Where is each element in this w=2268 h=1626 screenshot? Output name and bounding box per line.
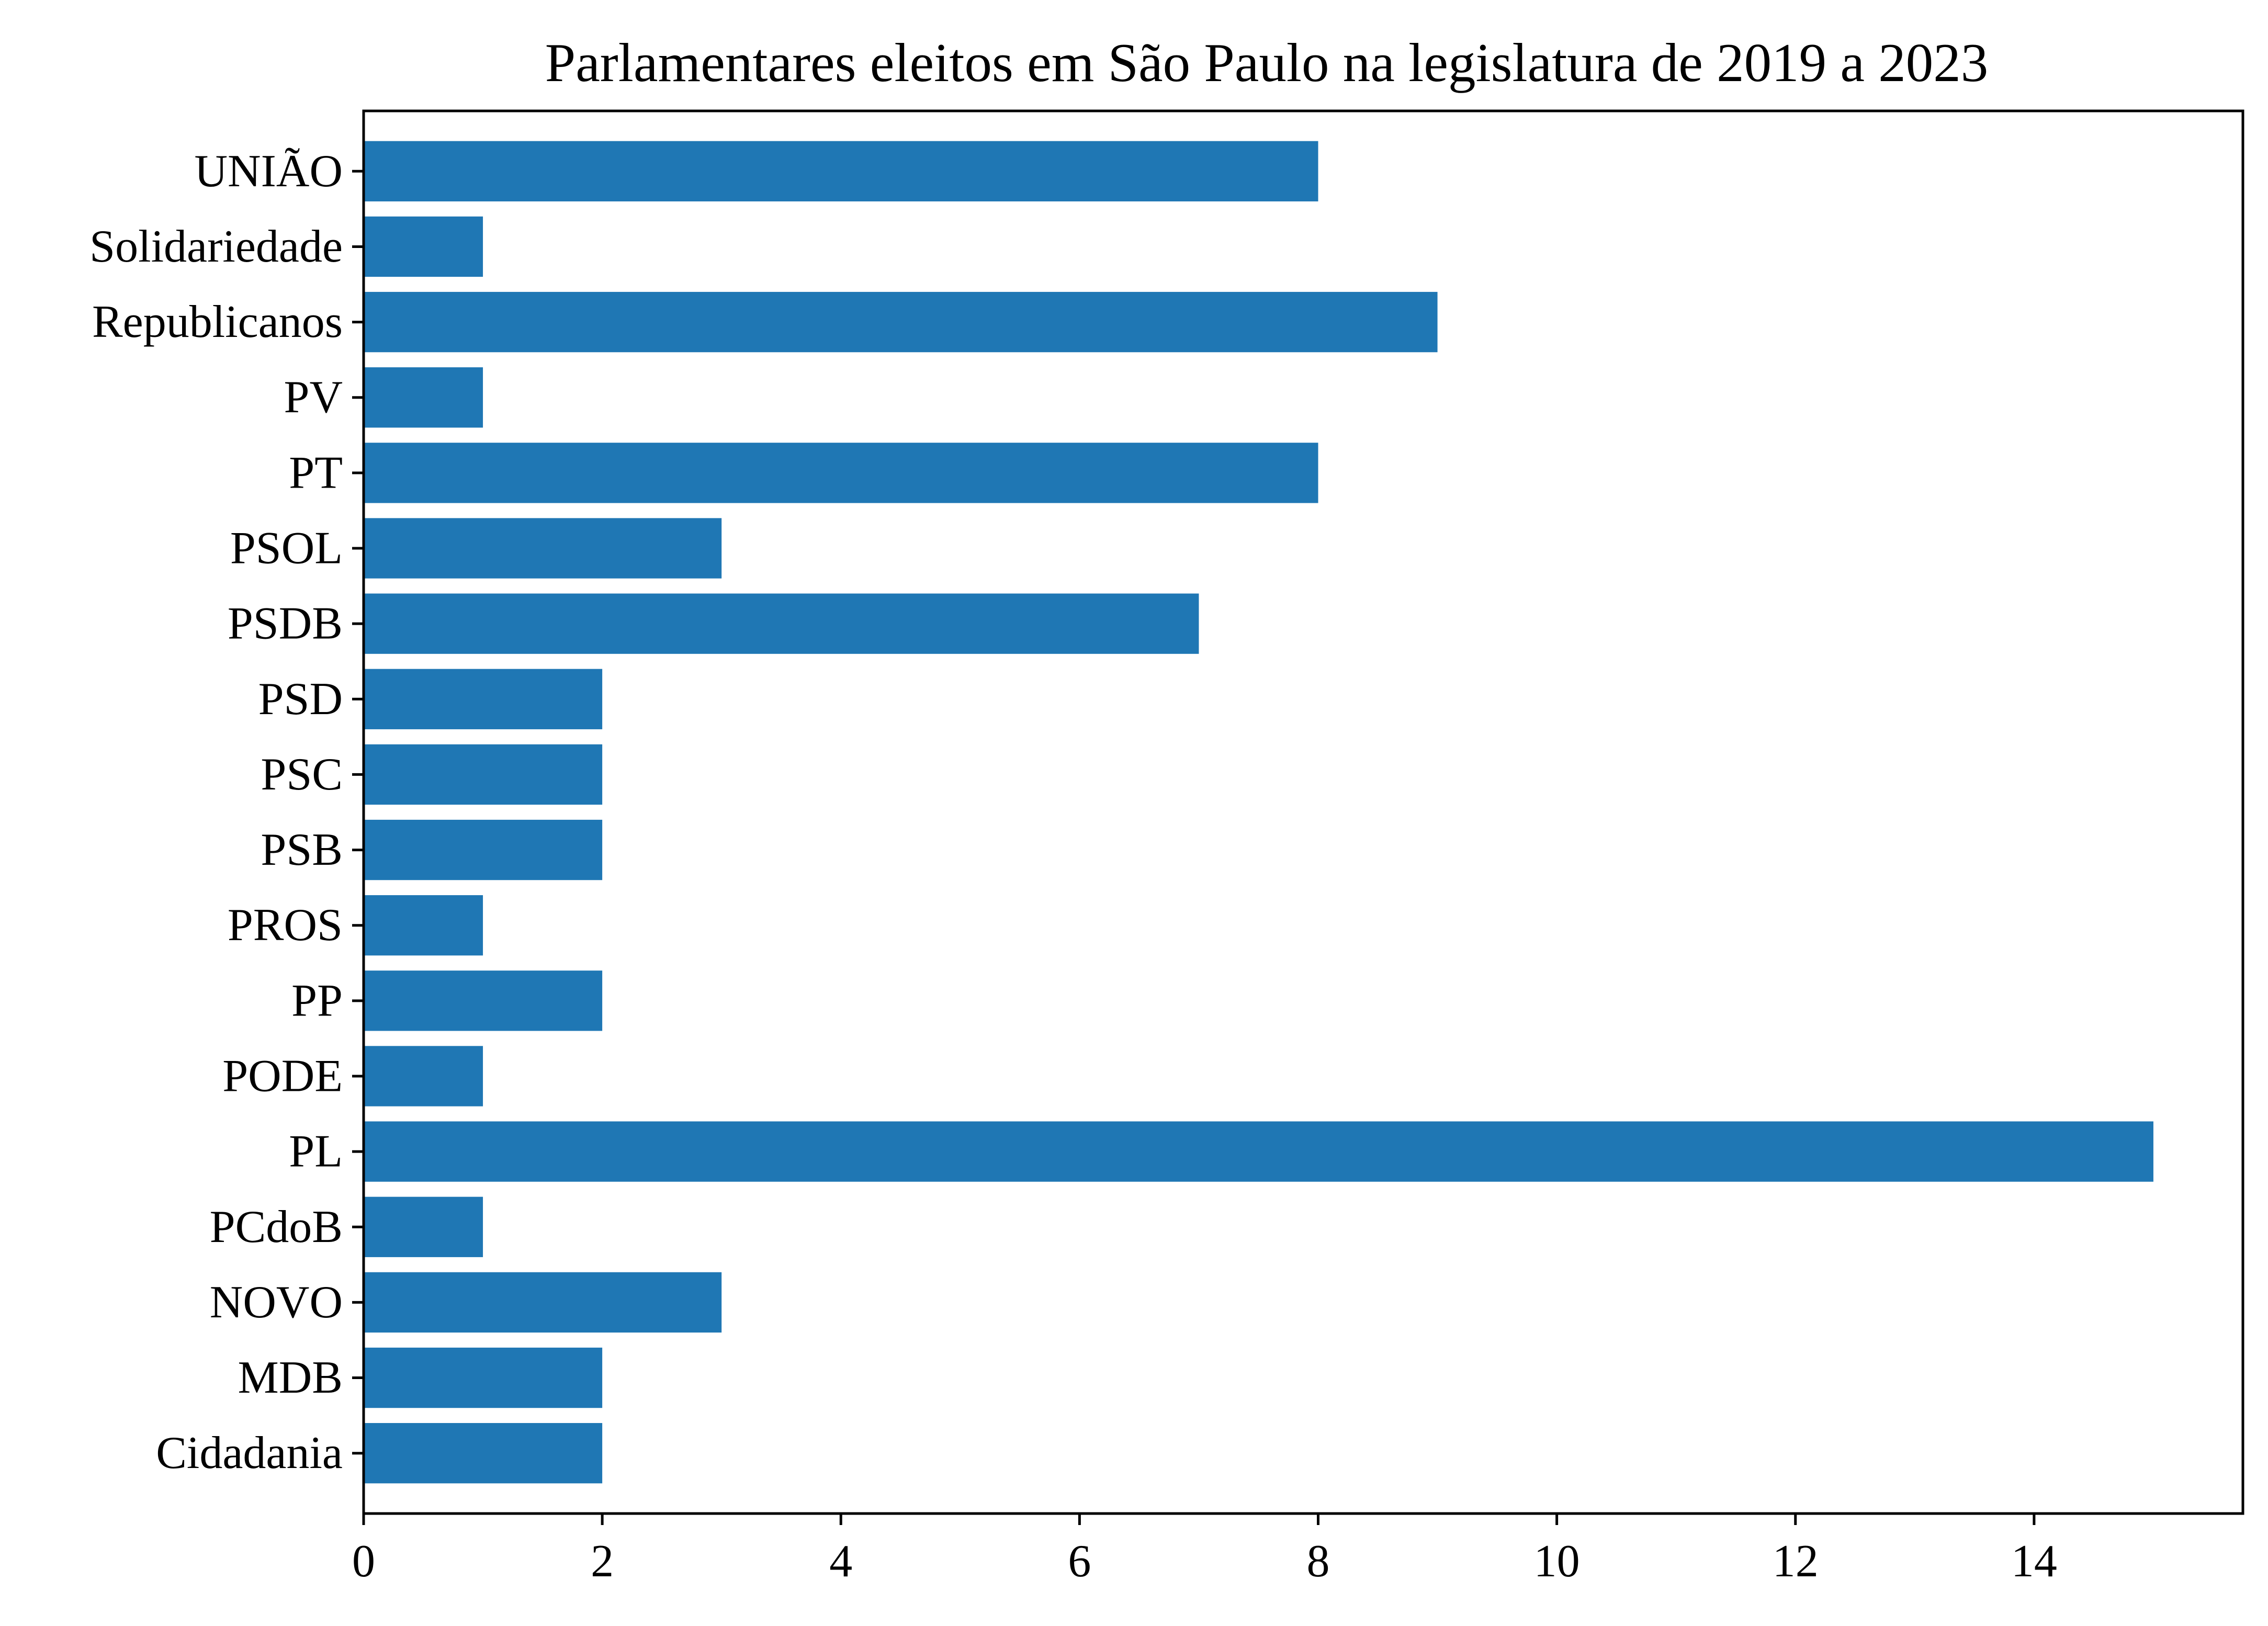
plot-frame: [362, 109, 2244, 1515]
y-tick-label: PODE: [222, 1051, 343, 1101]
bar-republicanos: [364, 291, 1438, 353]
bar-pl: [364, 1121, 2153, 1182]
x-tick-label: 10: [1534, 1536, 1580, 1587]
y-tick-label: Republicanos: [92, 297, 343, 347]
bar-psdb: [364, 593, 1199, 654]
bar-novo: [364, 1272, 722, 1333]
bar-união: [364, 141, 1318, 201]
bars-group: [364, 141, 2153, 1484]
bar-pt: [364, 443, 1318, 503]
x-tick-label: 0: [352, 1536, 375, 1587]
bar-pros: [364, 895, 483, 956]
x-tick-label: 14: [2011, 1536, 2057, 1587]
bar-psb: [364, 819, 603, 880]
bar-psol: [364, 518, 722, 579]
chart-title: Parlamentares eleitos em São Paulo na le…: [545, 32, 1988, 93]
y-tick-label: MDB: [238, 1352, 343, 1403]
bar-pcdob: [364, 1196, 483, 1257]
y-tick-label: PROS: [228, 900, 343, 951]
y-tick-label: PSD: [258, 674, 343, 725]
bar-pp: [364, 970, 603, 1031]
y-tick-label: PSB: [261, 825, 343, 875]
bar-cidadania: [364, 1423, 603, 1484]
y-tick-label: PT: [289, 447, 343, 498]
bar-psc: [364, 744, 603, 805]
bar-mdb: [364, 1347, 603, 1408]
y-tick-label: UNIÃO: [194, 146, 343, 197]
y-tick-label: NOVO: [210, 1277, 343, 1328]
bar-solidariedade: [364, 216, 483, 277]
y-tick-label: PP: [291, 975, 343, 1026]
bar-pode: [364, 1046, 483, 1106]
y-tick-label: Cidadania: [156, 1428, 343, 1478]
y-tick-label: PSDB: [228, 599, 343, 649]
bar-pv: [364, 367, 483, 428]
y-tick-label: PCdoB: [210, 1202, 343, 1252]
y-tick-label: Solidariedade: [89, 221, 343, 272]
y-axis-ticks: Cidadania MDB NOVO PCdoB PL PODE PP PROS PSB PSC P…: [89, 146, 364, 1478]
y-tick-label: PSC: [261, 749, 343, 800]
y-tick-label: PSOL: [230, 523, 343, 574]
bar-psd: [364, 669, 603, 729]
x-axis-ticks: 0 2 4 6 8 10 12 14: [352, 1514, 2057, 1587]
x-tick-label: 6: [1068, 1536, 1091, 1587]
y-tick-label: PV: [284, 372, 343, 423]
x-tick-label: 12: [1773, 1536, 1819, 1587]
x-tick-label: 2: [591, 1536, 614, 1587]
y-tick-label: PL: [289, 1126, 343, 1177]
x-tick-label: 4: [829, 1536, 852, 1587]
x-tick-label: 8: [1307, 1536, 1330, 1587]
